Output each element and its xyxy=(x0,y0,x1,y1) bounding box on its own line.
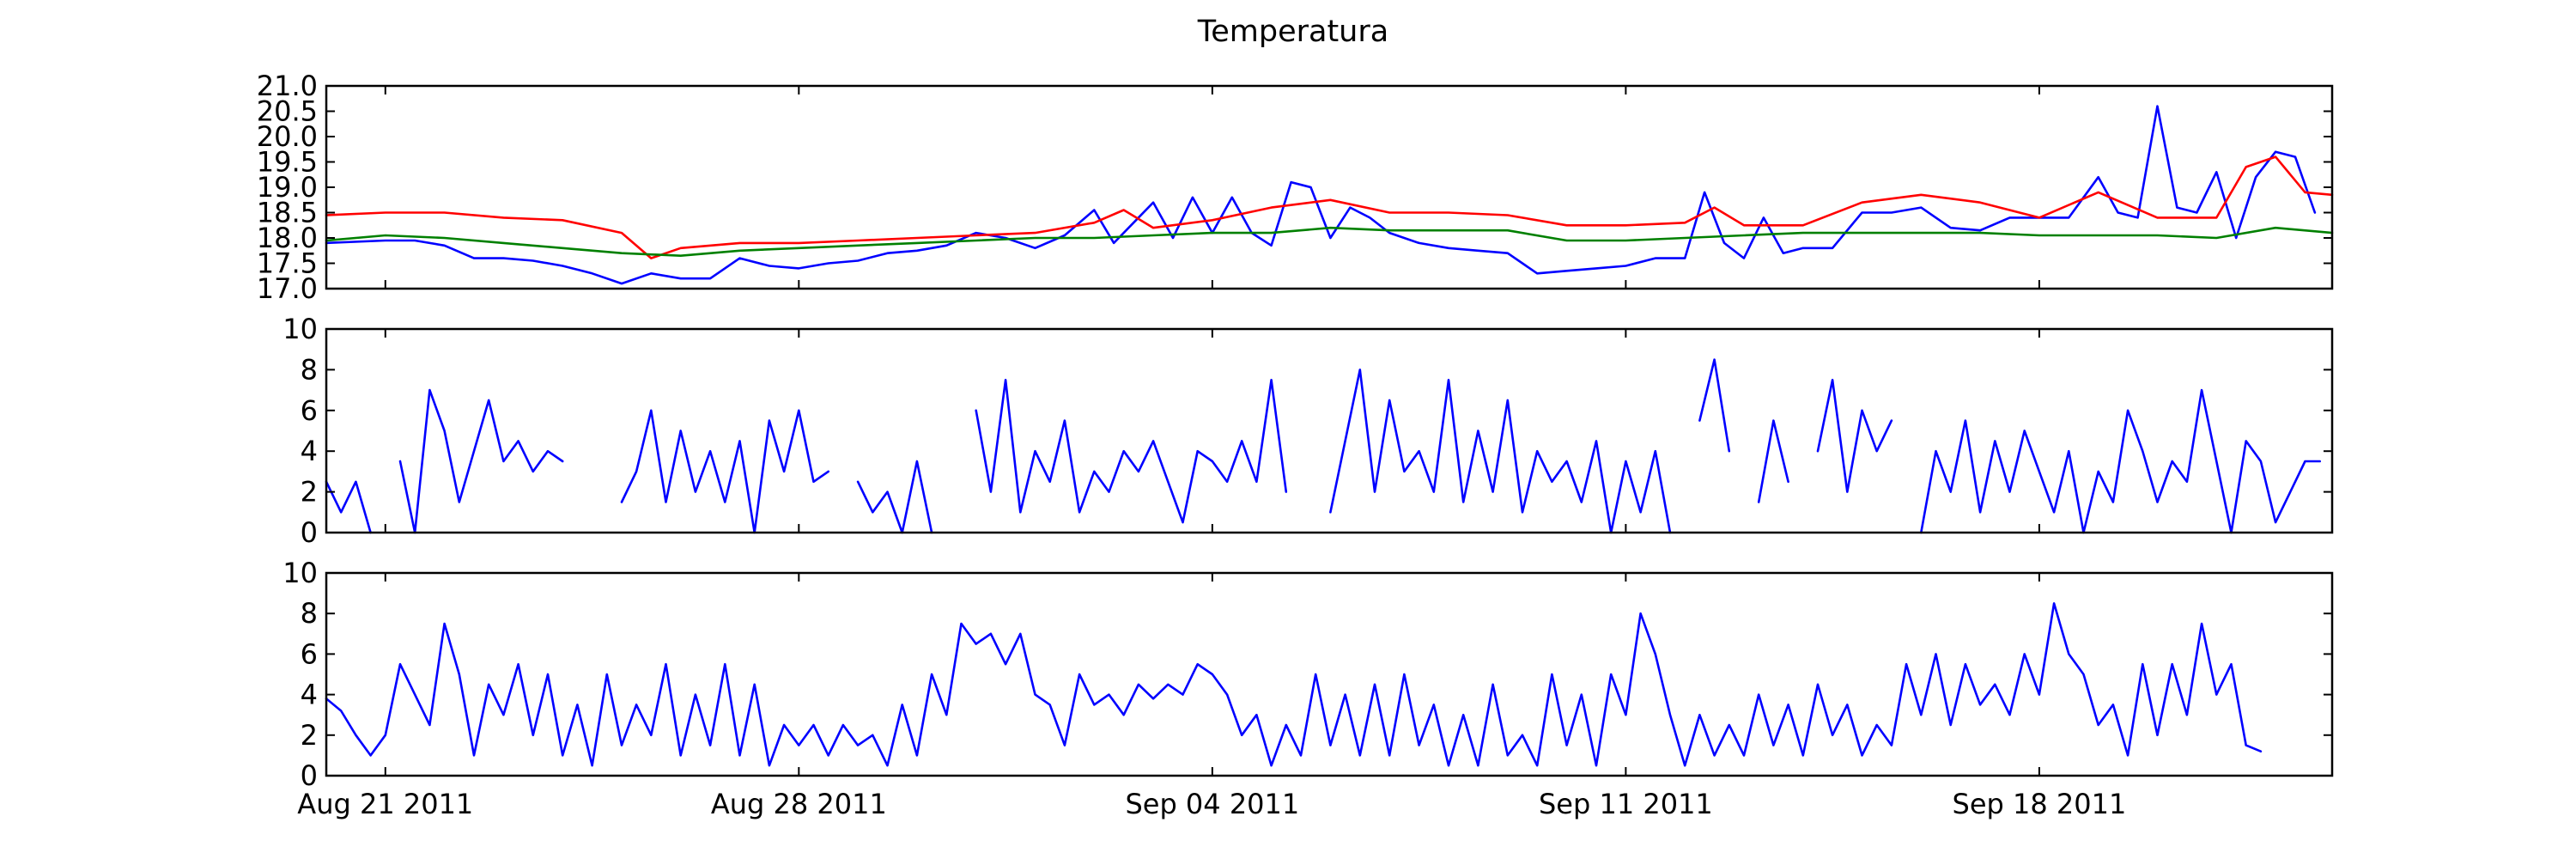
y-tick-label: 8 xyxy=(301,597,318,630)
series-line-2-1 xyxy=(325,358,2321,534)
y-tick-label: 6 xyxy=(301,394,318,427)
y-tick-label: 17.5 xyxy=(257,247,318,280)
y-tick-label: 19.0 xyxy=(257,171,318,204)
subplot-2: 0 2 4 6 8 10 xyxy=(283,313,2334,549)
y-tick-label: 19.5 xyxy=(257,146,318,179)
chart-title: Temperatura xyxy=(1197,15,1388,49)
y-tick-label: 2 xyxy=(301,719,318,752)
y-tick-label: 6 xyxy=(301,637,318,670)
plot-frame xyxy=(325,327,2334,534)
y-tick-label: 20.5 xyxy=(257,95,318,128)
plot-frame xyxy=(325,571,2334,777)
subplot-1: 17.017.518.018.519.019.520.020.521.0 xyxy=(257,70,2334,305)
x-tick-label: Sep 11 2011 xyxy=(1539,788,1713,820)
y-tick-label: 4 xyxy=(301,679,318,711)
y-tick-label: 8 xyxy=(301,353,318,386)
y-tick-label: 2 xyxy=(301,476,318,509)
y-tick-label: 18.5 xyxy=(257,197,318,229)
y-tick-label: 21.0 xyxy=(257,70,318,102)
series-line-1-2 xyxy=(325,155,2334,259)
y-tick-label: 17.0 xyxy=(257,272,318,305)
y-tick-label: 18.0 xyxy=(257,222,318,254)
x-tick-label: Aug 21 2011 xyxy=(297,788,473,820)
plot-frame xyxy=(325,84,2334,290)
subplots: 17.017.518.018.519.019.520.020.521.0 0 2 4 6… xyxy=(257,70,2334,820)
series-line-1-1 xyxy=(325,105,2317,285)
y-tick-label: 4 xyxy=(301,435,318,467)
series-line-3-1 xyxy=(325,602,2263,767)
y-tick-label: 20.0 xyxy=(257,120,318,153)
x-tick-label: Aug 28 2011 xyxy=(711,788,887,820)
y-tick-label: 0 xyxy=(301,516,318,549)
x-tick-label: Sep 04 2011 xyxy=(1125,788,1299,820)
subplot-3: 0 2 4 6 8 10 Aug 21 2011 Aug 28 2011 Sep 04 2011… xyxy=(283,557,2334,820)
series-line-1-3 xyxy=(325,226,2334,257)
y-tick-label: 10 xyxy=(283,313,318,345)
y-tick-label: 0 xyxy=(301,759,318,792)
x-tick-label: Sep 18 2011 xyxy=(1953,788,2127,820)
y-tick-label: 10 xyxy=(283,557,318,589)
